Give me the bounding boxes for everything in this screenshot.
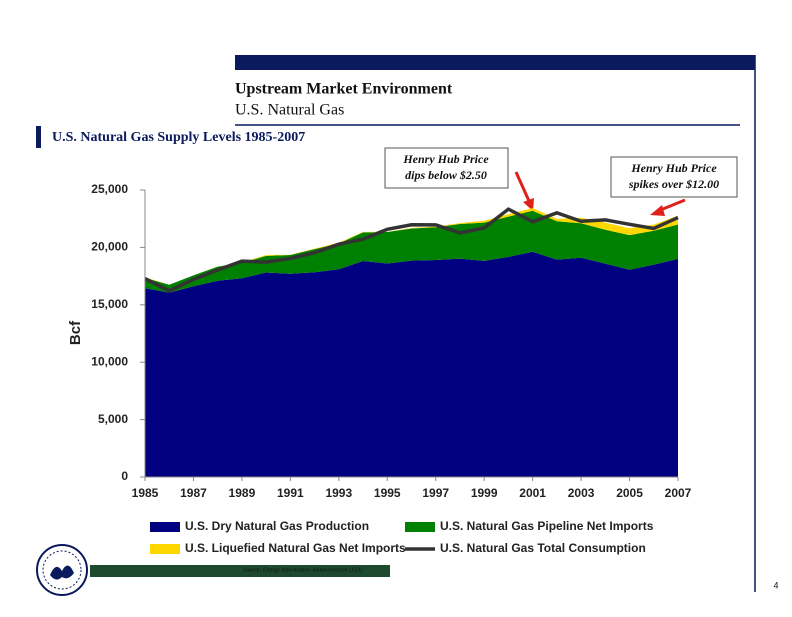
annotation-box (610, 156, 738, 198)
logo (36, 544, 88, 596)
legend-label: U.S. Liquefied Natural Gas Net Imports (185, 541, 406, 555)
annotation-text: dips below $2.50 (405, 168, 487, 182)
x-tick-label: 1991 (277, 486, 304, 500)
annotation-box (384, 147, 509, 189)
x-tick-label: 2003 (568, 486, 595, 500)
slide-title: Upstream Market Environment (235, 81, 453, 98)
x-tick-label: 1989 (229, 486, 256, 500)
x-tick-label: 1995 (374, 486, 401, 500)
y-tick-label: 0 (121, 469, 128, 483)
legend-label: U.S. Dry Natural Gas Production (185, 519, 369, 533)
x-tick-label: 1993 (325, 486, 352, 500)
area (145, 210, 678, 293)
x-tick-label: 1987 (180, 486, 207, 500)
page-number: 4 (773, 580, 778, 590)
annotation-arrowhead (523, 198, 534, 211)
y-tick-label: 5,000 (98, 412, 128, 426)
annotation-text: Henry Hub Price (402, 152, 489, 166)
annotation-text: spikes over $12.00 (628, 177, 719, 191)
y-tick-label: 20,000 (91, 240, 128, 254)
annotation-text: Henry Hub Price (630, 161, 717, 175)
section-marker (36, 126, 41, 148)
x-tick-label: 2007 (665, 486, 692, 500)
x-tick-label: 1997 (422, 486, 449, 500)
y-tick-label: 15,000 (91, 297, 128, 311)
legend-label: U.S. Natural Gas Total Consumption (440, 541, 646, 555)
slide-subtitle: U.S. Natural Gas (235, 102, 344, 119)
annotation-arrow (514, 171, 531, 202)
x-tick-label: 1999 (471, 486, 498, 500)
legend-label: U.S. Natural Gas Pipeline Net Imports (440, 519, 654, 533)
y-axis-label: Bcf (67, 320, 84, 345)
annotation-arrowhead (650, 205, 665, 216)
legend-swatch (150, 522, 180, 532)
header-bar (235, 55, 755, 70)
area (145, 251, 678, 477)
x-tick-label: 1985 (132, 486, 159, 500)
legend-swatch (150, 544, 180, 554)
y-tick-label: 25,000 (91, 182, 128, 196)
x-tick-label: 2005 (616, 486, 643, 500)
source-note: Source: Energy Information Administratio… (243, 566, 362, 573)
line (144, 207, 679, 293)
y-tick-label: 10,000 (91, 354, 128, 368)
footer-bar (90, 565, 390, 577)
chart-title: U.S. Natural Gas Supply Levels 1985-2007 (52, 130, 305, 145)
legend-swatch (405, 522, 435, 532)
x-tick-label: 2001 (519, 486, 546, 500)
